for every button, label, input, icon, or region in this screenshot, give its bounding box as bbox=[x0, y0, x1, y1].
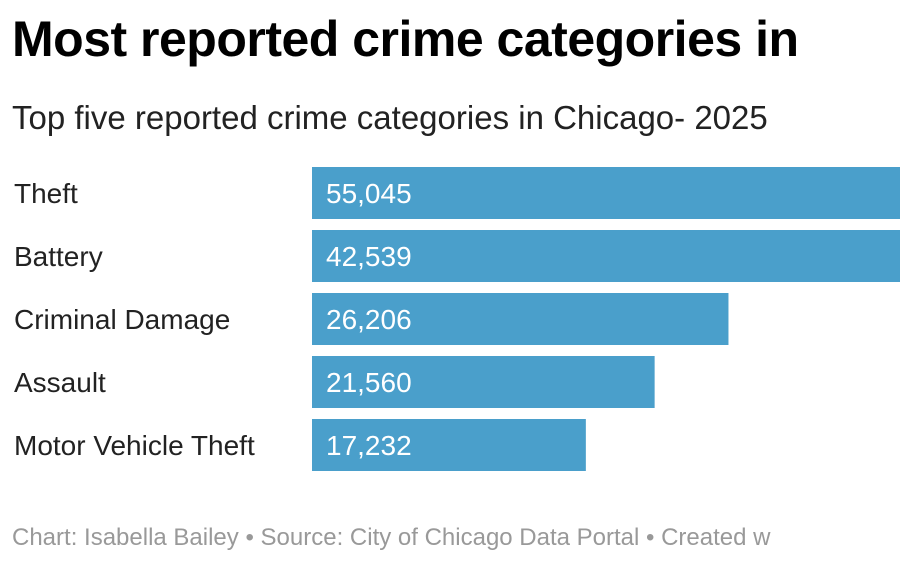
value-label: 26,206 bbox=[326, 304, 412, 335]
bar bbox=[312, 419, 586, 471]
chart-subtitle: Top five reported crime categories in Ch… bbox=[12, 99, 768, 136]
bar bbox=[312, 167, 900, 219]
bar bbox=[312, 293, 729, 345]
bar bbox=[312, 230, 900, 282]
chart-footer: Chart: Isabella Bailey • Source: City of… bbox=[12, 524, 771, 551]
category-label: Theft bbox=[14, 178, 78, 209]
category-label: Battery bbox=[14, 241, 103, 272]
value-label: 55,045 bbox=[326, 178, 412, 209]
value-label: 17,232 bbox=[326, 430, 412, 461]
value-label: 42,539 bbox=[326, 241, 412, 272]
category-label: Assault bbox=[14, 367, 106, 398]
bar bbox=[312, 356, 655, 408]
chart-title: Most reported crime categories in bbox=[12, 11, 799, 67]
category-label: Criminal Damage bbox=[14, 304, 230, 335]
value-label: 21,560 bbox=[326, 367, 412, 398]
category-label: Motor Vehicle Theft bbox=[14, 430, 255, 461]
